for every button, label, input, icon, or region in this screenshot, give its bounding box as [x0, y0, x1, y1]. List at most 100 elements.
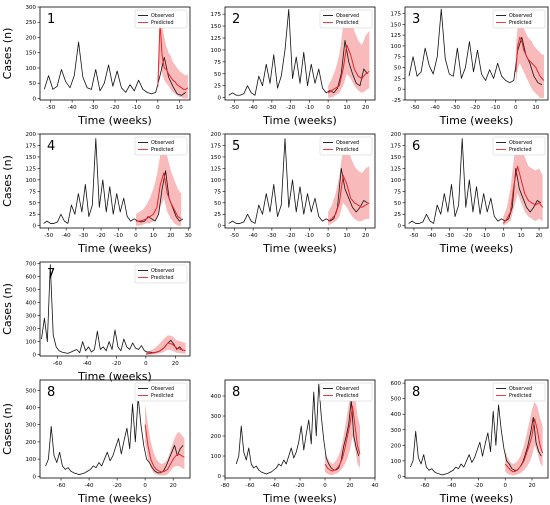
x-tick-label: -10 [132, 105, 141, 111]
legend-label-observed: Observed [151, 386, 174, 392]
y-tick-label: 100 [26, 457, 37, 463]
predicted-band [135, 147, 182, 226]
y-axis-title: Cases (n) [1, 283, 14, 335]
y-tick-label: 200 [211, 132, 222, 138]
legend-label-observed: Observed [336, 386, 359, 392]
x-axis-title: Time (weeks) [262, 492, 337, 505]
x-tick-label: 20 [170, 483, 177, 489]
observed-line [43, 41, 186, 96]
y-tick-label: 75 [394, 189, 401, 195]
y-tick-label: 150 [26, 155, 37, 161]
x-tick-label: 0 [502, 233, 506, 239]
x-axis-title: Time (weeks) [262, 114, 337, 127]
x-tick-label: -40 [68, 105, 77, 111]
panel-number: 1 [47, 12, 55, 27]
predicted-line [504, 418, 544, 473]
y-tick-label: 0 [398, 474, 402, 480]
predicted-line [515, 36, 545, 81]
observed-line [45, 396, 184, 475]
y-tick-label: 100 [211, 178, 222, 184]
y-tick-label: 600 [391, 381, 402, 387]
y-tick-label: -25 [392, 98, 401, 104]
plot-frame [404, 6, 549, 101]
plot-frame [39, 133, 191, 229]
predicted-band [157, 16, 188, 99]
y-tick-label: 500 [26, 388, 37, 394]
legend-label-predicted: Predicted [336, 147, 359, 153]
y-tick-label: 75 [214, 60, 221, 66]
x-tick-label: -20 [112, 361, 121, 367]
observed-line [228, 8, 368, 96]
y-tick-label: 50 [214, 72, 221, 78]
x-tick-label: 10 [343, 105, 350, 111]
x-tick-label: 20 [172, 361, 179, 367]
panel-number: 5 [232, 139, 240, 154]
chart-panel-3: -50 -40 -30 -20 -10 0 10 -25 0 25 50 75 100 125 150 175… [391, 6, 549, 127]
x-axis-title: Time (weeks) [77, 370, 152, 383]
y-tick-label: 125 [391, 33, 402, 39]
predicted-band [328, 11, 370, 98]
y-tick-label: 175 [211, 12, 222, 18]
y-tick-label: 75 [394, 55, 401, 61]
y-tick-label: 150 [391, 22, 402, 28]
y-tick-label: 200 [26, 132, 37, 138]
x-tick-label: -40 [85, 483, 94, 489]
x-tick-label: -40 [83, 361, 92, 367]
legend-box [134, 382, 188, 402]
legend-label-observed: Observed [151, 140, 174, 146]
x-tick-label: -50 [230, 105, 239, 111]
predicted-band [515, 19, 544, 98]
x-tick-label: -20 [296, 483, 305, 489]
x-tick-label: -60 [53, 361, 62, 367]
x-tick-label: 20 [362, 233, 369, 239]
x-tick-label: 0 [503, 483, 507, 489]
x-tick-label: -40 [447, 483, 456, 489]
legend-label-predicted: Predicted [509, 147, 532, 153]
x-tick-label: -40 [249, 233, 258, 239]
plot-frame [39, 261, 191, 357]
observed-line [235, 383, 360, 475]
x-tick-label: -20 [97, 233, 106, 239]
y-tick-label: 150 [211, 24, 222, 30]
y-tick-label: 100 [211, 48, 222, 54]
x-tick-label: -30 [445, 233, 454, 239]
predicted-band [505, 401, 543, 476]
y-tick-label: 0 [33, 224, 37, 230]
x-tick-label: -10 [305, 233, 314, 239]
x-axis-title: Time (weeks) [77, 114, 152, 127]
y-tick-label: 100 [391, 178, 402, 184]
predicted-band [503, 143, 543, 226]
panel-number: 6 [412, 139, 420, 154]
y-tick-label: 400 [26, 300, 37, 306]
x-tick-label: -60 [246, 483, 255, 489]
x-tick-label: -50 [44, 233, 53, 239]
x-tick-label: -50 [230, 233, 239, 239]
y-tick-label: 400 [211, 394, 222, 400]
legend-label-observed: Observed [336, 140, 359, 146]
chart-panel-4: -50 -40 -30 -20 -10 0 10 20 30 0 25 50 75 100 125 150 17… [1, 132, 192, 255]
x-axis-title: Time (weeks) [77, 492, 152, 505]
y-tick-label: 25 [214, 212, 221, 218]
y-tick-label: 200 [26, 327, 37, 333]
plot-frame [224, 133, 376, 229]
x-tick-label: -30 [267, 233, 276, 239]
y-tick-label: 150 [391, 155, 402, 161]
x-tick-label: -30 [89, 105, 98, 111]
observed-line [228, 138, 368, 224]
y-tick-label: 0 [33, 353, 37, 359]
plot-frame [224, 6, 376, 101]
y-tick-label: 75 [214, 189, 221, 195]
x-tick-label: 10 [176, 105, 183, 111]
y-tick-label: 100 [26, 66, 37, 72]
x-tick-label: 0 [156, 105, 160, 111]
panel-number: 4 [47, 139, 55, 154]
legend-label-observed: Observed [151, 13, 174, 19]
predicted-line [144, 424, 185, 473]
y-tick-label: 75 [29, 189, 36, 195]
x-tick-label: -20 [286, 233, 295, 239]
y-tick-label: 700 [26, 261, 37, 267]
